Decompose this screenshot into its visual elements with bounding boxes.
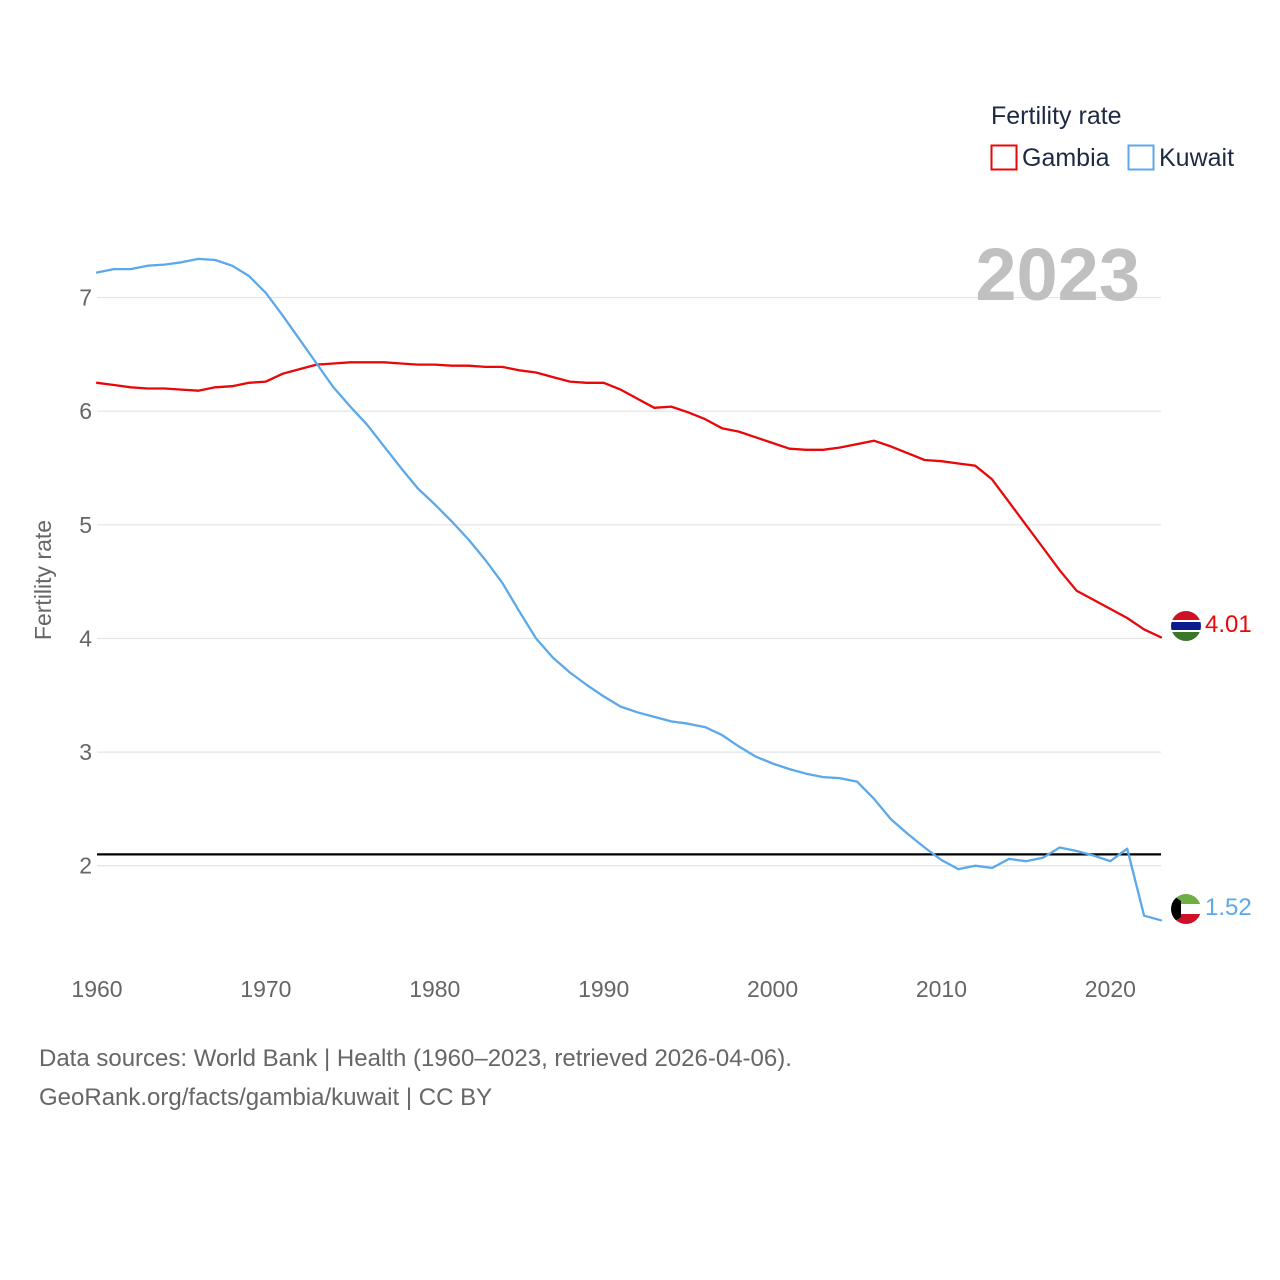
- legend-label-kuwait[interactable]: Kuwait: [1159, 144, 1234, 172]
- gambia-flag-marker: [1171, 611, 1201, 641]
- y-tick-label: 5: [79, 512, 92, 538]
- kuwait-flag-marker: [1171, 894, 1201, 924]
- credit-line[interactable]: GeoRank.org/facts/gambia/kuwait | CC BY: [39, 1084, 493, 1111]
- y-axis-ticks: 2 3 4 5 6 7: [79, 285, 92, 879]
- y-tick-label: 4: [79, 625, 92, 651]
- series-lines: [95, 257, 1163, 922]
- y-axis-label: Fertility rate: [30, 520, 56, 640]
- x-tick-label: 1960: [71, 976, 122, 1002]
- kuwait-end-value: 1.52: [1205, 894, 1252, 921]
- x-tick-label: 2010: [916, 976, 967, 1002]
- legend-swatch-kuwait[interactable]: [1127, 144, 1155, 171]
- x-tick-label: 1990: [578, 976, 629, 1002]
- x-tick-label: 2020: [1085, 976, 1136, 1002]
- series-line-kuwait[interactable]: [95, 257, 1163, 922]
- y-tick-label: 7: [79, 285, 92, 311]
- x-tick-label: 2000: [747, 976, 798, 1002]
- series-line-gambia[interactable]: [95, 361, 1163, 639]
- gambia-end-value: 4.01: [1205, 611, 1252, 638]
- x-axis-ticks: 1960 1970 1980 1990 2000 2010 2020: [71, 976, 1136, 1002]
- data-source-line: Data sources: World Bank | Health (1960–…: [39, 1045, 792, 1072]
- legend-swatch-gambia[interactable]: [990, 144, 1018, 171]
- legend-label-gambia[interactable]: Gambia: [1022, 144, 1110, 172]
- x-tick-label: 1980: [409, 976, 460, 1002]
- x-tick-label: 1970: [240, 976, 291, 1002]
- year-label: 2023: [975, 233, 1140, 316]
- y-tick-label: 3: [79, 739, 92, 765]
- y-tick-label: 6: [79, 398, 92, 424]
- legend: Fertility rate Gambia Kuwait: [990, 102, 1234, 172]
- legend-title: Fertility rate: [991, 102, 1122, 130]
- y-tick-label: 2: [79, 853, 92, 879]
